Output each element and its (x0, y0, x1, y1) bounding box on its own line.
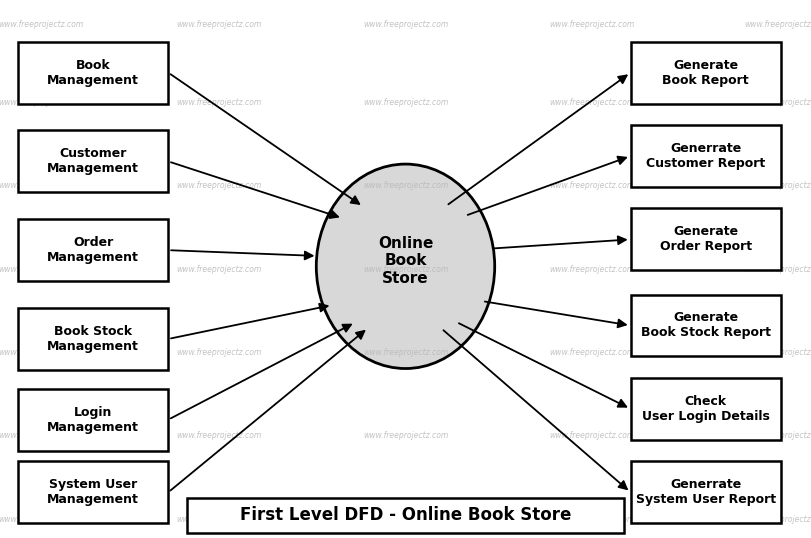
Text: www.freeprojectz.com: www.freeprojectz.com (744, 20, 811, 29)
Text: www.freeprojectz.com: www.freeprojectz.com (744, 348, 811, 357)
Text: www.freeprojectz.com: www.freeprojectz.com (744, 515, 811, 523)
Text: www.freeprojectz.com: www.freeprojectz.com (0, 265, 84, 273)
Text: Online
Book
Store: Online Book Store (378, 236, 433, 286)
Text: www.freeprojectz.com: www.freeprojectz.com (176, 348, 262, 357)
Text: www.freeprojectz.com: www.freeprojectz.com (0, 348, 84, 357)
Text: www.freeprojectz.com: www.freeprojectz.com (363, 265, 448, 273)
Text: Login
Management: Login Management (47, 406, 139, 434)
Text: www.freeprojectz.com: www.freeprojectz.com (363, 431, 448, 440)
Text: System User
Management: System User Management (47, 478, 139, 506)
Text: www.freeprojectz.com: www.freeprojectz.com (0, 431, 84, 440)
Text: www.freeprojectz.com: www.freeprojectz.com (0, 98, 84, 107)
Text: www.freeprojectz.com: www.freeprojectz.com (176, 515, 262, 523)
Text: www.freeprojectz.com: www.freeprojectz.com (744, 431, 811, 440)
Text: First Level DFD - Online Book Store: First Level DFD - Online Book Store (240, 506, 571, 525)
Text: www.freeprojectz.com: www.freeprojectz.com (363, 181, 448, 190)
Bar (631, 208, 780, 270)
Text: www.freeprojectz.com: www.freeprojectz.com (744, 265, 811, 273)
Text: www.freeprojectz.com: www.freeprojectz.com (549, 181, 635, 190)
Bar (631, 295, 780, 356)
Text: www.freeprojectz.com: www.freeprojectz.com (176, 431, 262, 440)
Text: Customer
Management: Customer Management (47, 147, 139, 175)
Text: www.freeprojectz.com: www.freeprojectz.com (176, 98, 262, 107)
Text: www.freeprojectz.com: www.freeprojectz.com (0, 181, 84, 190)
Text: Order
Management: Order Management (47, 236, 139, 264)
Bar (19, 461, 169, 523)
Text: www.freeprojectz.com: www.freeprojectz.com (363, 98, 448, 107)
Bar (19, 388, 169, 451)
Text: www.freeprojectz.com: www.freeprojectz.com (549, 431, 635, 440)
Bar (19, 42, 169, 103)
Text: www.freeprojectz.com: www.freeprojectz.com (744, 98, 811, 107)
Bar (631, 42, 780, 103)
Text: www.freeprojectz.com: www.freeprojectz.com (0, 20, 84, 29)
Bar (19, 220, 169, 281)
Text: www.freeprojectz.com: www.freeprojectz.com (549, 265, 635, 273)
Bar (19, 308, 169, 370)
Bar (19, 131, 169, 193)
Text: www.freeprojectz.com: www.freeprojectz.com (549, 348, 635, 357)
Text: Book Stock
Management: Book Stock Management (47, 325, 139, 353)
Text: Generate
Book Report: Generate Book Report (663, 59, 749, 87)
Text: Check
User Login Details: Check User Login Details (642, 395, 770, 423)
Text: www.freeprojectz.com: www.freeprojectz.com (176, 20, 262, 29)
Text: Generrate
Customer Report: Generrate Customer Report (646, 142, 766, 170)
Text: www.freeprojectz.com: www.freeprojectz.com (0, 515, 84, 523)
Text: www.freeprojectz.com: www.freeprojectz.com (549, 20, 635, 29)
Ellipse shape (316, 164, 495, 369)
Text: www.freeprojectz.com: www.freeprojectz.com (744, 181, 811, 190)
Bar (631, 125, 780, 187)
Text: www.freeprojectz.com: www.freeprojectz.com (363, 515, 448, 523)
Bar (631, 378, 780, 440)
Text: www.freeprojectz.com: www.freeprojectz.com (363, 20, 448, 29)
Text: Generrate
System User Report: Generrate System User Report (636, 478, 775, 506)
Text: www.freeprojectz.com: www.freeprojectz.com (549, 515, 635, 523)
Text: Book
Management: Book Management (47, 59, 139, 87)
Text: www.freeprojectz.com: www.freeprojectz.com (363, 348, 448, 357)
Text: www.freeprojectz.com: www.freeprojectz.com (176, 265, 262, 273)
Text: www.freeprojectz.com: www.freeprojectz.com (176, 181, 262, 190)
Text: Generate
Order Report: Generate Order Report (659, 225, 752, 253)
Text: www.freeprojectz.com: www.freeprojectz.com (549, 98, 635, 107)
Bar (187, 498, 624, 533)
Bar (631, 461, 780, 523)
Text: Generate
Book Stock Report: Generate Book Stock Report (641, 312, 770, 339)
